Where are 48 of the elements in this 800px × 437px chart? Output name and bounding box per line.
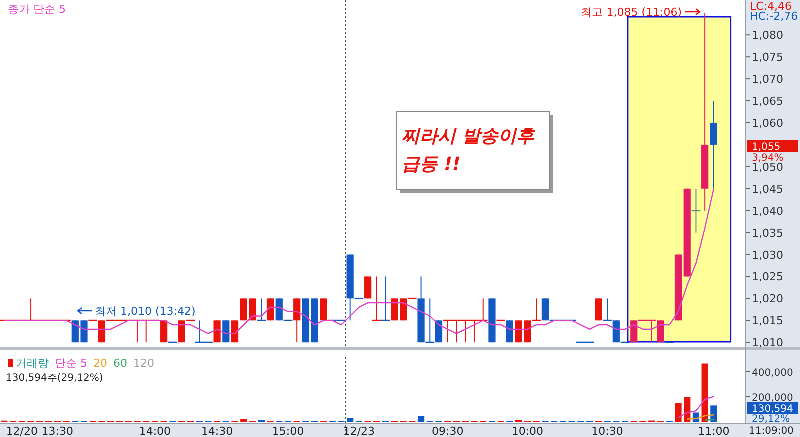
x-tick-label: 14:30 — [201, 425, 234, 437]
y-tick-label: 1,015 — [752, 314, 784, 328]
y-tick-label: 1,020 — [752, 292, 784, 306]
text: 20 — [94, 357, 108, 370]
bar — [684, 397, 691, 422]
x-tick-label: 12/23 — [343, 425, 376, 437]
annotation: 최고 1,085 (11:06) — [581, 6, 682, 19]
x-tick-label: 15:00 — [272, 425, 304, 437]
line-series — [678, 396, 715, 418]
x-tick-label: 10:00 — [512, 425, 544, 437]
text: LC:4,46 — [750, 0, 792, 13]
annotation: 130,594주(29,12%) — [6, 373, 104, 384]
text: 60 — [114, 357, 128, 370]
y-tick-label: 1,035 — [752, 226, 784, 240]
y-tick-label: 1,025 — [752, 270, 784, 284]
y-tick-label: 1,030 — [752, 248, 784, 262]
x-tick-label: 09:30 — [432, 425, 464, 437]
text: 종가 단순 5 — [8, 3, 66, 16]
x-tick-label: 10:30 — [592, 425, 624, 437]
bar — [418, 416, 425, 422]
bar — [702, 364, 708, 422]
y-tick-label: 1,070 — [752, 73, 784, 86]
bar — [675, 403, 682, 422]
annotation: 찌라시 발송이후 급등 !! — [402, 126, 536, 175]
y-tick-label: 1,045 — [752, 182, 784, 196]
y-tick-label: 1,065 — [752, 95, 784, 108]
y-tick-label: 200,000 — [752, 393, 794, 404]
text: HC:-2,76 — [750, 10, 798, 23]
text: 단순 5 — [55, 357, 88, 370]
text: 130,594 — [752, 404, 794, 415]
y-tick-label: 1,040 — [752, 204, 784, 218]
annotation: 최저 1,010 (13:42) — [95, 305, 196, 318]
y-tick-label: 400,000 — [752, 368, 794, 379]
text: 11:09:00 — [749, 426, 794, 437]
text: 29,12% — [752, 414, 790, 425]
y-tick-label: 1,010 — [752, 336, 784, 350]
y-tick-label: 1,080 — [752, 29, 784, 42]
legend-label: 120 — [134, 357, 154, 370]
x-tick-label: 14:00 — [139, 425, 172, 437]
x-tick-label: 11:00 — [698, 425, 730, 437]
y-tick-label: 1,075 — [752, 51, 784, 64]
legend-label: 거래량 — [16, 357, 49, 370]
bar — [710, 406, 718, 422]
x-tick-label: 13:30 — [42, 425, 74, 437]
text: 1,055 — [752, 142, 781, 153]
y-tick-label: 1,060 — [752, 116, 784, 130]
bar — [347, 418, 354, 422]
x-tick-label: 12/20 — [6, 425, 38, 437]
